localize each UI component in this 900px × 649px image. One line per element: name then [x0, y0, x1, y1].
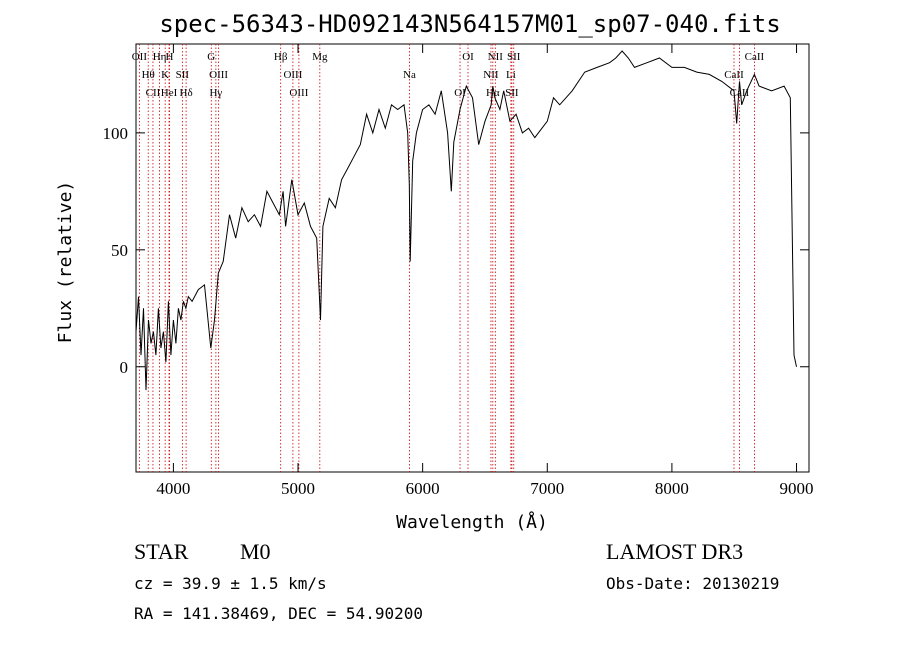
line-label: Hγ [209, 87, 222, 99]
spectral-line-labels: OIIHθCIIHηKHeIHSIIHδGOIIIHγHβOIIIOIIIMgN… [132, 51, 765, 99]
line-label: OIII [289, 87, 308, 99]
line-label: CaII [730, 87, 750, 99]
spectrum-series [135, 50, 797, 391]
chart-title: spec-56343-HD092143N564157M01_sp07-040.f… [159, 10, 780, 38]
x-tick-label: 7000 [530, 479, 564, 498]
line-label: CaII [745, 51, 765, 63]
line-label: NII [488, 51, 504, 63]
line-label: Hθ [142, 69, 155, 81]
plot-frame [135, 43, 810, 473]
line-label: Hη [153, 51, 167, 63]
object-subclass: M0 [240, 539, 271, 564]
line-label: Hα [486, 87, 500, 99]
line-label: Na [403, 69, 416, 81]
y-axis-label: Flux (relative) [55, 181, 76, 344]
line-label: OI [462, 51, 474, 63]
line-label: OII [132, 51, 148, 63]
line-label: K [161, 69, 169, 81]
y-axis-ticks: 0 50 100 [103, 124, 809, 377]
line-label: Mg [312, 51, 328, 63]
x-axis-label: Wavelength (Å) [396, 511, 548, 533]
x-tick-label: 9000 [780, 479, 814, 498]
spectral-line-markers [138, 44, 755, 472]
obs-date: Obs-Date: 20130219 [606, 574, 779, 593]
line-label: G [207, 51, 215, 63]
x-axis-ticks: 4000 5000 6000 7000 8000 9000 [156, 44, 814, 498]
line-label: CaII [724, 69, 744, 81]
line-label: OIII [283, 69, 302, 81]
line-label: Hδ [180, 87, 193, 99]
y-tick-label: 50 [111, 241, 128, 260]
x-tick-label: 8000 [655, 479, 689, 498]
line-label: Li [506, 69, 516, 81]
line-label: OI [454, 87, 466, 99]
y-tick-label: 0 [120, 358, 129, 377]
line-label: Hβ [274, 51, 288, 63]
line-label: HeI [161, 87, 178, 99]
ra-dec: RA = 141.38469, DEC = 54.90200 [134, 604, 423, 623]
survey-name: LAMOST DR3 [606, 539, 743, 564]
line-label: NII [483, 69, 499, 81]
x-tick-label: 4000 [156, 479, 190, 498]
line-label: SII [505, 87, 519, 99]
line-label: CII [146, 87, 161, 99]
object-class: STAR [134, 539, 189, 564]
line-label: H [166, 51, 174, 63]
line-label: SII [176, 69, 190, 81]
line-label: SII [507, 51, 521, 63]
line-label: OIII [209, 69, 228, 81]
y-tick-label: 100 [103, 124, 129, 143]
x-tick-label: 5000 [281, 479, 315, 498]
x-tick-label: 6000 [406, 479, 440, 498]
redshift-cz: cz = 39.9 ± 1.5 km/s [134, 574, 327, 593]
spectrum-line [135, 50, 797, 391]
